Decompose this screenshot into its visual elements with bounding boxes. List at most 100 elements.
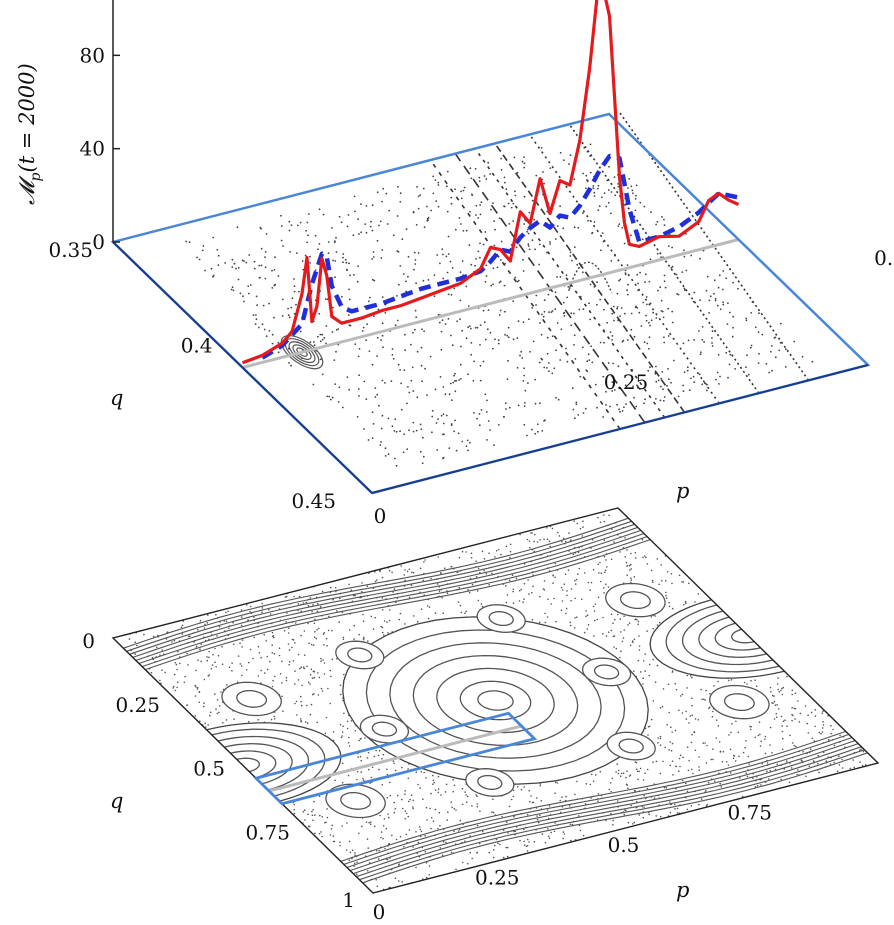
chaos-dot (357, 756, 360, 758)
poincare-dot (462, 189, 465, 192)
poincare-dot (367, 439, 370, 441)
poincare-dot (517, 404, 520, 407)
chaos-dot (475, 575, 478, 578)
chaos-dot (373, 755, 376, 758)
chaos-dot (428, 874, 431, 876)
chaos-dot (754, 736, 757, 739)
chaos-dot (303, 654, 306, 656)
chaos-dot (383, 620, 386, 622)
poincare-dot (625, 403, 627, 405)
chaos-dot (760, 784, 762, 786)
poincare-dot (312, 383, 315, 386)
chaos-dot (523, 786, 525, 788)
chaos-dot (774, 704, 777, 706)
poincare-dot (243, 260, 245, 262)
poincare-dot (475, 258, 477, 260)
poincare-dot (670, 266, 673, 269)
chaos-dot (513, 815, 515, 818)
chaos-dot (260, 669, 263, 672)
chaos-dot (572, 553, 575, 556)
chaos-dot (777, 688, 779, 691)
poincare-dot (611, 335, 614, 337)
chaos-dot (389, 794, 392, 797)
chaos-dot (681, 581, 683, 583)
chaos-dot (401, 881, 404, 883)
chaos-dot (380, 831, 383, 833)
poincare-dot (344, 258, 347, 261)
chaos-dot (623, 813, 626, 816)
chaos-dot (294, 670, 296, 672)
chaos-dot (468, 591, 471, 594)
chaos-dot (320, 831, 322, 833)
orbit-curve (476, 604, 526, 633)
chaos-dot (207, 724, 209, 726)
poincare-dot (613, 389, 616, 391)
poincare-dot (414, 259, 417, 261)
chaos-dot (378, 749, 381, 752)
chaos-dot (455, 868, 457, 871)
poincare-dot (543, 182, 545, 185)
poincare-dot (484, 338, 487, 341)
poincare-dot (508, 223, 511, 225)
poincare-dot (516, 337, 519, 340)
poincare-dot (243, 300, 245, 303)
poincare-dot (395, 464, 398, 467)
poincare-dot (757, 362, 760, 364)
poincare-dot (288, 220, 291, 223)
poincare-dot (635, 405, 638, 408)
chaos-dot (339, 693, 342, 696)
poincare-dot (644, 281, 646, 283)
chaos-dot (652, 627, 654, 630)
chaos-dot (215, 613, 217, 616)
chaos-dot (366, 585, 369, 588)
chaos-dot (603, 514, 605, 516)
poincare-dot (592, 187, 595, 190)
chaos-dot (688, 759, 690, 762)
chaos-dot (719, 751, 722, 753)
chaos-dot (729, 748, 732, 751)
poincare-dot (546, 367, 548, 369)
chaos-dot (632, 641, 634, 644)
chaos-dot (197, 659, 199, 661)
chaos-dot (709, 693, 711, 695)
poincare-dot (513, 156, 516, 159)
chaos-dot (637, 659, 640, 662)
chaos-dot (764, 752, 767, 755)
chaos-dot (348, 629, 351, 631)
poincare-dot (413, 268, 415, 271)
poincare-dot (503, 284, 506, 287)
poincare-dot (185, 240, 188, 243)
chaos-dot (308, 642, 310, 644)
chaos-dot (610, 558, 613, 561)
poincare-dot (338, 215, 341, 218)
poincare-dot (559, 276, 562, 278)
chaos-dot (480, 603, 483, 605)
chaos-dot (659, 744, 662, 746)
chaos-dot (240, 624, 243, 627)
poincare-dot (264, 256, 266, 258)
poincare-dot (381, 379, 384, 382)
poincare-dot (705, 289, 708, 292)
chaos-dot (838, 764, 841, 766)
poincare-dot (482, 360, 485, 363)
band-curve (123, 517, 629, 649)
poincare-dot (414, 263, 417, 265)
chaos-dot (476, 803, 479, 805)
chaos-dot (379, 570, 381, 573)
poincare-dot (224, 262, 227, 264)
chaos-dot (499, 843, 501, 846)
poincare-dot (446, 210, 449, 213)
poincare-dot (470, 177, 473, 180)
poincare-dot (605, 404, 607, 406)
chaos-dot (705, 789, 707, 792)
chaos-dot (195, 686, 197, 688)
poincare-dot (196, 256, 198, 259)
chaos-dot (574, 597, 576, 600)
chaos-dot (476, 852, 478, 854)
chaos-dot (860, 748, 862, 750)
chaos-dot (318, 676, 321, 679)
chaos-dot (383, 818, 386, 820)
chaos-dot (217, 654, 220, 657)
chaos-dot (410, 794, 413, 796)
poincare-dot (685, 269, 688, 272)
